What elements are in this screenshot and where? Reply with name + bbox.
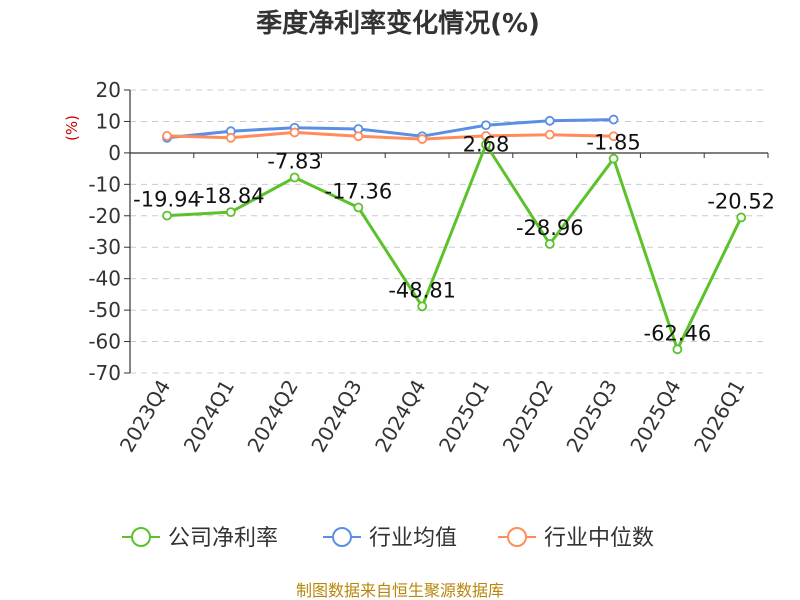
grid-layer [130, 89, 768, 374]
x-tick-label: 2026Q1 [689, 376, 749, 457]
data-label-layer: -19.94-18.84-7.83-17.36 -48.81 2.68 -28.96 -… [133, 131, 775, 346]
data-label: -18.84 [197, 184, 265, 208]
data-point [162, 131, 172, 141]
series-line [166, 143, 743, 351]
series-line [166, 118, 614, 140]
data-label: -20.52 [707, 189, 775, 213]
data-point [353, 202, 364, 213]
data-point [289, 172, 300, 183]
legend-marker [332, 527, 352, 547]
data-label: -1.85 [586, 131, 640, 155]
data-point [608, 153, 619, 164]
data-label: -28.96 [516, 216, 584, 240]
data-point [544, 129, 555, 140]
data-point [481, 120, 491, 131]
data-point [608, 114, 619, 125]
data-point [481, 139, 491, 150]
y-tick-label: -20 [88, 204, 121, 228]
series-layer [162, 114, 747, 355]
data-point [417, 134, 428, 144]
data-point [544, 115, 555, 126]
data-point [672, 344, 683, 355]
data-point [225, 132, 236, 143]
x-tick-label: 2023Q4 [115, 376, 175, 457]
legend-label: 行业中位数 [544, 526, 654, 551]
y-tick-label: -30 [88, 235, 121, 259]
legend-label: 公司净利率 [168, 526, 278, 551]
y-tick-label: 20 [96, 78, 121, 102]
series-line [166, 130, 614, 141]
y-tick-label: -10 [88, 172, 121, 196]
legend: 公司净利率 行业均值 行业中位数 [122, 526, 654, 551]
source-note: 制图数据来自恒生聚源数据库 [296, 581, 504, 600]
data-label: 2.68 [463, 132, 510, 156]
data-point [417, 301, 428, 312]
y-tick-label: -50 [88, 298, 121, 322]
x-tick-label: 2025Q3 [561, 376, 621, 457]
data-point [736, 212, 747, 223]
x-tick-label: 2025Q4 [625, 376, 685, 457]
legend-marker [507, 527, 527, 547]
x-tick-label: 2024Q4 [370, 376, 430, 457]
y-axis-label: (%) [63, 115, 81, 141]
x-tick-label: 2025Q2 [498, 376, 558, 457]
y-tick-label: -40 [88, 267, 121, 291]
data-point [608, 131, 619, 142]
legend-label: 行业均值 [369, 526, 457, 551]
x-tick-label: 2024Q2 [242, 376, 302, 457]
data-label: -17.36 [325, 179, 393, 203]
data-point [289, 127, 300, 138]
chart-title: 季度净利率变化情况(%) [256, 8, 540, 39]
data-label: -62.46 [644, 321, 712, 345]
data-point [544, 239, 555, 249]
x-tick-label: 2024Q1 [179, 376, 239, 457]
data-label: -19.94 [133, 188, 201, 212]
data-label: -48.81 [388, 278, 456, 302]
y-tick-label: -60 [88, 330, 121, 354]
x-tick-label: 2025Q1 [434, 376, 494, 457]
y-tick-label: 0 [108, 141, 121, 165]
data-point [353, 131, 364, 142]
x-tick-label: 2024Q3 [306, 376, 366, 457]
data-point [162, 210, 172, 221]
legend-marker [131, 527, 151, 547]
y-tick-label: -70 [88, 361, 121, 385]
data-point [225, 207, 236, 218]
data-label: -7.83 [267, 150, 321, 174]
y-tick-label: 10 [96, 109, 121, 133]
